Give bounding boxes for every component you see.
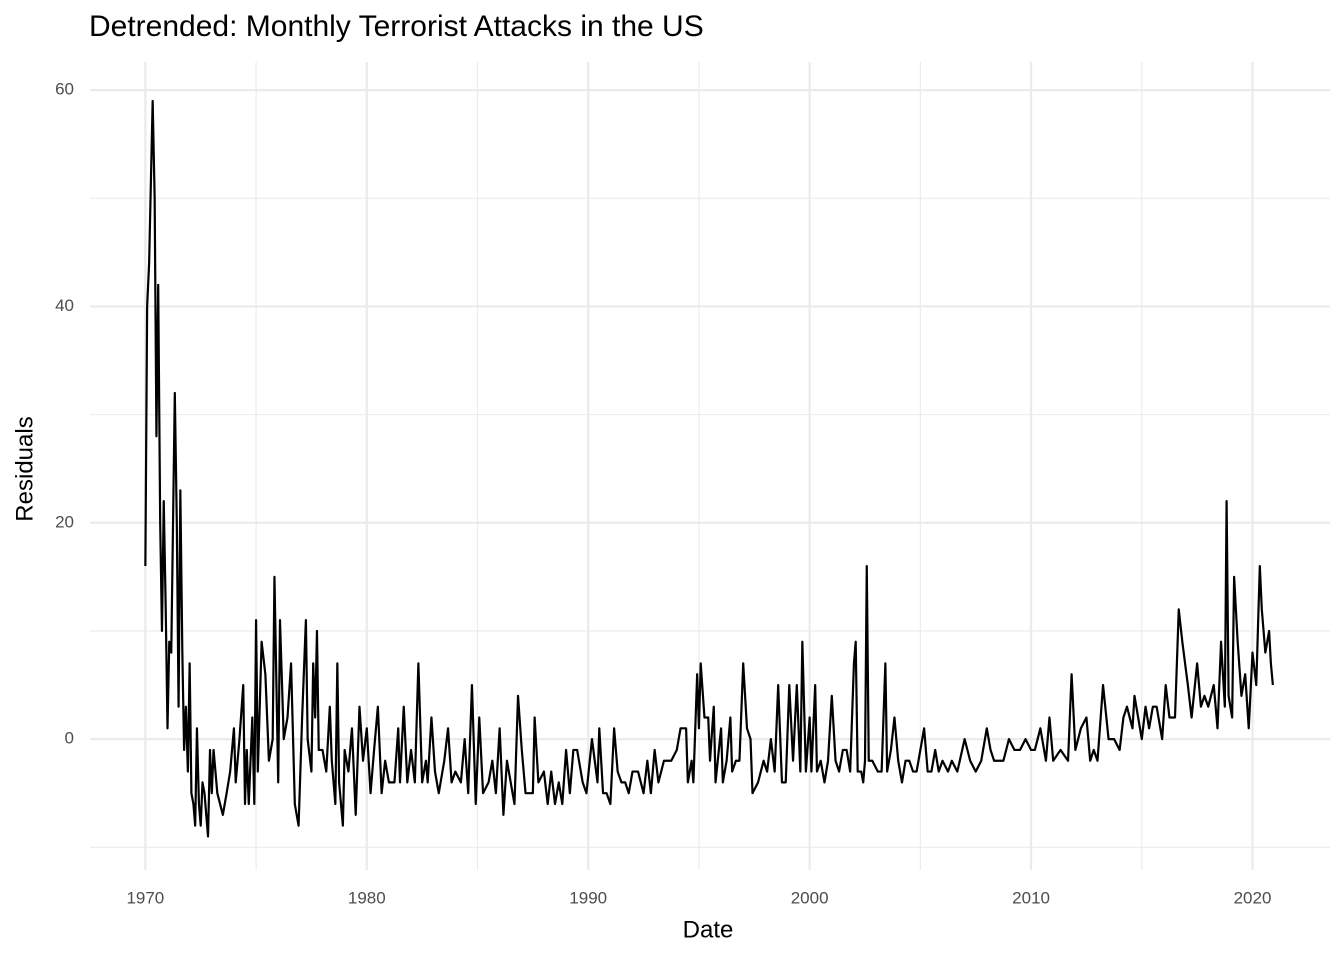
line (144, 99, 1274, 838)
y-tick-label: 40 (55, 296, 74, 315)
y-tick-label: 60 (55, 80, 74, 99)
chart-title: Detrended: Monthly Terrorist Attacks in … (89, 10, 704, 43)
x-tick-label: 1980 (348, 888, 386, 907)
x-tick-label: 1990 (569, 888, 607, 907)
x-tick-label: 1970 (126, 888, 164, 907)
y-tick-label: 0 (65, 729, 74, 748)
x-tick-label: 2000 (791, 888, 829, 907)
x-tick-label: 2020 (1234, 888, 1272, 907)
y-tick-label: 20 (55, 512, 74, 531)
x-tick-label: 2010 (1012, 888, 1050, 907)
x-axis-label: Date (683, 916, 734, 943)
y-axis-label: Residuals (11, 416, 38, 521)
